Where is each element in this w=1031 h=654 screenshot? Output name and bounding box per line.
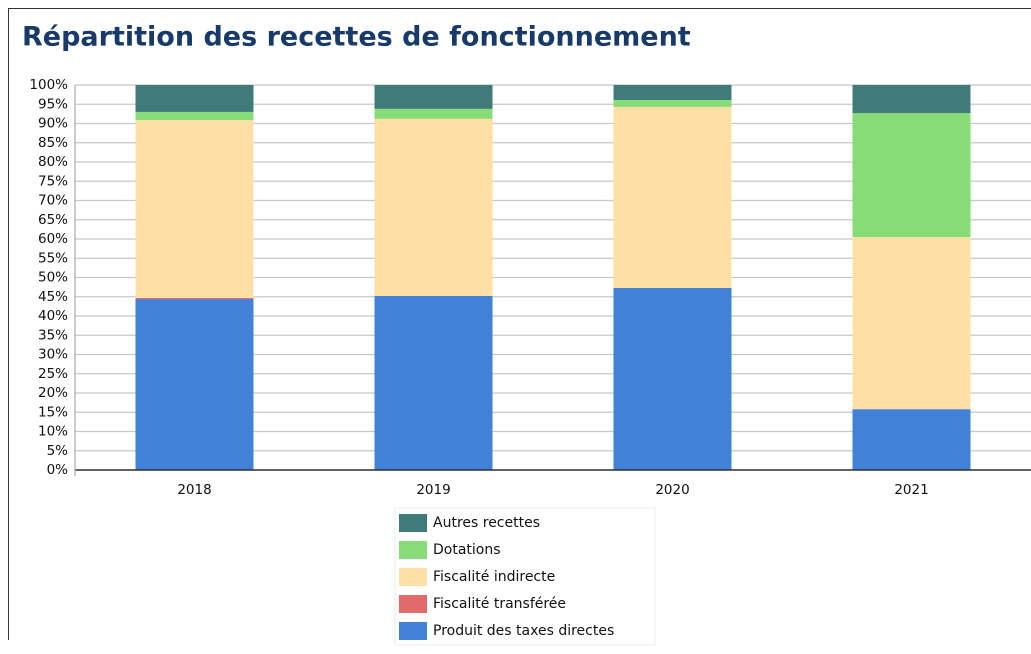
y-tick-label: 80% xyxy=(38,154,68,170)
bar-segment xyxy=(374,108,493,119)
x-tick-label: 2021 xyxy=(894,482,928,498)
y-tick-label: 55% xyxy=(38,250,68,266)
bar-segment xyxy=(135,111,254,121)
y-tick-label: 20% xyxy=(38,385,68,401)
y-tick-label: 90% xyxy=(38,116,68,132)
legend-label: Fiscalité indirecte xyxy=(433,569,555,585)
bar-segment xyxy=(852,85,971,114)
bar-segment xyxy=(135,120,254,298)
y-tick-label: 45% xyxy=(38,289,68,305)
legend-swatch xyxy=(399,595,427,613)
x-tick-label: 2020 xyxy=(655,482,689,498)
y-tick-label: 15% xyxy=(38,404,68,420)
bar-segment xyxy=(374,85,493,109)
legend-swatch xyxy=(399,541,427,559)
x-tick-label: 2019 xyxy=(416,482,450,498)
legend-swatch xyxy=(399,622,427,640)
legend-label: Autres recettes xyxy=(433,515,540,531)
bar-segment xyxy=(613,100,732,107)
y-tick-label: 65% xyxy=(38,212,68,228)
y-tick-label: 25% xyxy=(38,366,68,382)
bar-segment xyxy=(374,118,493,296)
y-tick-label: 30% xyxy=(38,347,68,363)
y-tick-label: 35% xyxy=(38,327,68,343)
legend-swatch xyxy=(399,514,427,532)
y-tick-label: 0% xyxy=(47,462,69,478)
x-tick-label: 2018 xyxy=(177,482,211,498)
y-tick-label: 75% xyxy=(38,173,68,189)
bar-segment xyxy=(852,237,971,410)
legend-swatch xyxy=(399,568,427,586)
bar-segment xyxy=(135,85,254,112)
bar-segment xyxy=(852,409,971,470)
bar-segment xyxy=(374,295,493,470)
bar-segment xyxy=(613,85,732,101)
y-tick-label: 60% xyxy=(38,231,68,247)
y-tick-label: 50% xyxy=(38,270,68,286)
bar-segment xyxy=(613,106,732,288)
y-tick-label: 85% xyxy=(38,135,68,151)
legend-box xyxy=(394,507,656,646)
bar-segment xyxy=(135,297,254,300)
y-tick-label: 40% xyxy=(38,308,68,324)
bar-segment xyxy=(613,287,732,470)
y-tick-label: 100% xyxy=(29,77,68,93)
y-tick-label: 5% xyxy=(47,443,69,459)
y-tick-label: 70% xyxy=(38,193,68,209)
chart-title: Répartition des recettes de fonctionneme… xyxy=(22,22,691,53)
y-tick-label: 95% xyxy=(38,96,68,112)
bar-segment xyxy=(135,299,254,470)
legend-label: Produit des taxes directes xyxy=(433,623,614,639)
y-tick-label: 10% xyxy=(38,424,68,440)
bar-segment xyxy=(852,113,971,238)
legend-label: Dotations xyxy=(433,542,501,558)
legend-label: Fiscalité transférée xyxy=(433,596,566,612)
